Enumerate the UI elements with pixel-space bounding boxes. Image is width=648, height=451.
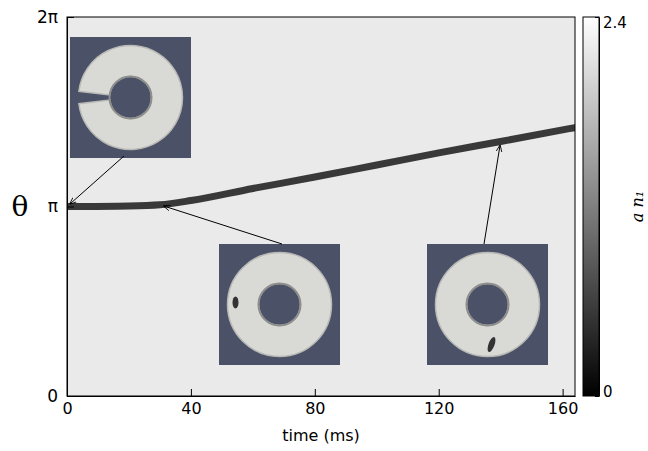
torus-inner-edge xyxy=(467,284,509,326)
colorbar-tick-mark xyxy=(595,396,599,397)
x-tick-mark xyxy=(563,389,564,396)
soliton-notch xyxy=(233,297,239,309)
colorbar-tick-mark xyxy=(595,17,599,18)
x-tick: 80 xyxy=(305,389,325,418)
x-tick-mark xyxy=(315,389,316,396)
colorbar-tick-label: 0 xyxy=(603,383,613,401)
inset-image xyxy=(219,244,340,365)
x-tick: 160 xyxy=(548,389,579,418)
x-axis-line xyxy=(68,396,576,397)
torus-inner-edge xyxy=(110,77,152,119)
y-tick-label: 0 xyxy=(47,386,58,406)
colorbar-title: a n₁ xyxy=(628,191,647,222)
y-axis: 0 π 2π xyxy=(37,7,74,406)
inset-arrow xyxy=(164,206,282,244)
x-axis-title: time (ms) xyxy=(282,426,360,445)
inset-image xyxy=(427,244,548,365)
x-tick: 40 xyxy=(181,389,201,418)
colorbar-tick: 0 xyxy=(595,383,613,401)
torus xyxy=(436,253,540,357)
plot-frame xyxy=(67,17,575,396)
x-tick-label: 80 xyxy=(305,399,325,418)
density-background xyxy=(67,17,575,396)
y-tick: 0 xyxy=(47,386,74,406)
colorbar-tick: 2.4 xyxy=(595,14,627,32)
y-axis-title: θ xyxy=(12,190,29,223)
x-tick-mark xyxy=(439,389,440,396)
x-tick-label: 120 xyxy=(424,399,455,418)
x-tick-label: 0 xyxy=(62,399,72,418)
y-tick-mark xyxy=(67,207,74,208)
inset-background xyxy=(70,37,191,158)
plot-area xyxy=(67,17,575,396)
colorbar-axis: 02.4 xyxy=(595,14,627,400)
y-tick: 2π xyxy=(37,7,74,27)
y-tick: π xyxy=(48,196,74,216)
torus xyxy=(228,253,332,357)
x-tick-label: 40 xyxy=(181,399,201,418)
inset-background xyxy=(427,244,548,365)
insets xyxy=(70,37,548,365)
x-tick: 120 xyxy=(424,389,455,418)
colorbar xyxy=(583,17,599,396)
inset-arrow xyxy=(70,156,124,204)
inset-background xyxy=(219,244,340,365)
soliton-notch xyxy=(486,336,497,353)
x-tick-label: 160 xyxy=(548,399,579,418)
colorbar-tick-label: 2.4 xyxy=(603,14,627,32)
x-axis: 0 40 80 120 160 xyxy=(62,389,578,418)
colorbar-axis-line xyxy=(599,18,600,397)
y-tick-label: π xyxy=(48,196,58,216)
chart: 040801201600π2πtime (ms)θ02.4a n₁ xyxy=(0,0,648,451)
torus xyxy=(79,46,183,150)
y-tick-mark xyxy=(67,17,74,18)
inset-image xyxy=(70,37,191,158)
torus-inner-edge xyxy=(259,284,301,326)
y-tick-label: 2π xyxy=(37,7,58,27)
x-tick-mark xyxy=(191,389,192,396)
inset-arrow xyxy=(484,145,500,244)
y-tick-mark xyxy=(67,396,74,397)
